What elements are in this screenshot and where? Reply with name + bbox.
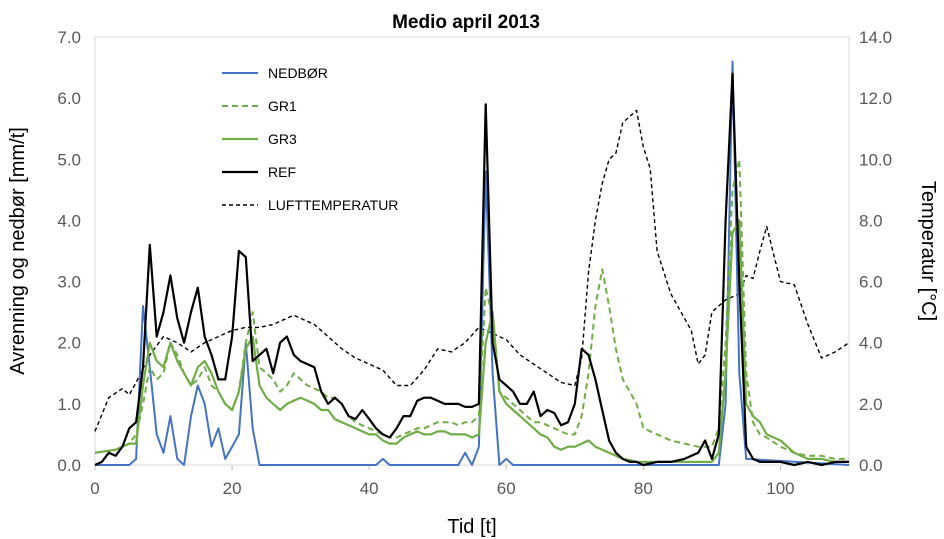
series-layer bbox=[94, 60, 850, 467]
y2-tick-label: 14.0 bbox=[859, 28, 892, 47]
axes-layer: 0.0 1.0 2.0 3.0 4.0 5.0 6.0 7.0 0.0 2.0 4.0 6.0 8.0 1… bbox=[57, 28, 892, 498]
legend-label: NEDBØR bbox=[268, 65, 328, 81]
y2-tick-label: 8.0 bbox=[859, 211, 883, 230]
x-tick-label: 0 bbox=[90, 479, 99, 498]
y2-tick-label: 6.0 bbox=[859, 273, 883, 292]
y2-tick-label: 0.0 bbox=[859, 456, 883, 475]
y2-tick-label: 2.0 bbox=[859, 395, 883, 414]
legend-label: LUFTTEMPERATUR bbox=[268, 197, 398, 213]
series-line-lufttemperatur bbox=[94, 109, 850, 432]
x-tick-label: 100 bbox=[766, 479, 794, 498]
y-tick-label: 2.0 bbox=[57, 334, 81, 353]
y-tick-label: 5.0 bbox=[57, 150, 81, 169]
y-tick-label: 7.0 bbox=[57, 28, 81, 47]
legend: NEDBØR GR1 GR3 REF LUFTTEMPERATUR bbox=[222, 65, 398, 213]
y2-axis-title: Temperatur [°C] bbox=[917, 181, 939, 321]
y-tick-label: 0.0 bbox=[57, 456, 81, 475]
y-tick-label: 3.0 bbox=[57, 273, 81, 292]
y-tick-label: 1.0 bbox=[57, 395, 81, 414]
series-line-gr3 bbox=[94, 219, 849, 463]
legend-label: REF bbox=[268, 164, 296, 180]
legend-label: GR1 bbox=[268, 98, 297, 114]
x-tick-label: 80 bbox=[634, 479, 653, 498]
series-line-nedbor bbox=[95, 60, 850, 466]
series-line-ref bbox=[94, 72, 849, 467]
legend-label: GR3 bbox=[268, 131, 297, 147]
y2-tick-label: 10.0 bbox=[859, 150, 892, 169]
y2-tick-label: 4.0 bbox=[859, 334, 883, 353]
y-tick-label: 6.0 bbox=[57, 89, 81, 108]
x-tick-label: 60 bbox=[497, 479, 516, 498]
y-tick-label: 4.0 bbox=[57, 211, 81, 230]
x-tick-label: 20 bbox=[223, 479, 242, 498]
x-tick-label: 40 bbox=[360, 479, 379, 498]
y2-tick-label: 12.0 bbox=[859, 89, 892, 108]
x-axis-title: Tid [t] bbox=[447, 516, 496, 538]
y-axis-title: Avrenning og nedbør [mm/t] bbox=[7, 127, 29, 375]
chart-title: Medio april 2013 bbox=[392, 12, 540, 33]
